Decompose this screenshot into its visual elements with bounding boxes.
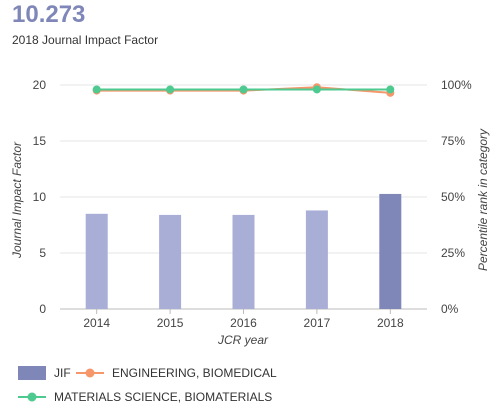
jif-bar[interactable] (159, 214, 182, 309)
y-tick-label: 20 (33, 78, 47, 92)
legend-item-jif[interactable]: JIF (18, 366, 71, 380)
jif-bars (85, 193, 402, 309)
legend-item-materials-science-biomaterials[interactable]: MATERIALS SCIENCE, BIOMATERIALS (18, 390, 272, 404)
jif-bar[interactable] (232, 214, 255, 309)
jif-bar[interactable] (305, 210, 328, 309)
y-axis-title: Journal Impact Factor (10, 141, 24, 259)
impact-factor-value: 10.273 (12, 1, 86, 28)
y2-tick-label: 100% (441, 78, 472, 92)
jif-bar[interactable] (379, 193, 402, 309)
x-tick-label: 2016 (230, 316, 257, 330)
jif-bar[interactable] (85, 213, 108, 309)
y2-tick-label: 25% (441, 246, 465, 260)
axis-ticks: 0 0% 5 25% 10 50% 15 75% 20 100% 2014 2015 2016 2017 2… (33, 78, 472, 330)
series-point[interactable] (166, 85, 175, 94)
y-tick-label: 5 (39, 246, 46, 260)
y2-axis-title: Percentile rank in category (476, 128, 490, 271)
legend-swatch-jif (18, 366, 46, 380)
x-tick-label: 2018 (377, 316, 404, 330)
legend-label-materials-science-biomaterials: MATERIALS SCIENCE, BIOMATERIALS (54, 390, 272, 404)
y-tick-label: 0 (39, 302, 46, 316)
x-tick-label: 2015 (157, 316, 184, 330)
legend: JIF ENGINEERING, BIOMEDICAL MATERIALS SC… (18, 366, 277, 404)
legend-label-jif: JIF (54, 366, 71, 380)
y-tick-label: 10 (33, 190, 47, 204)
percentile-lines (92, 83, 395, 97)
y-tick-label: 15 (33, 134, 47, 148)
x-axis-title: JCR year (217, 333, 269, 347)
legend-marker-engineering-biomedical (85, 368, 95, 378)
legend-label-engineering-biomedical: ENGINEERING, BIOMEDICAL (112, 366, 277, 380)
y2-tick-label: 50% (441, 190, 465, 204)
legend-item-engineering-biomedical[interactable]: ENGINEERING, BIOMEDICAL (76, 366, 277, 380)
series-point[interactable] (386, 85, 395, 94)
series-point[interactable] (312, 85, 321, 94)
x-tick-label: 2017 (304, 316, 331, 330)
series-point[interactable] (239, 85, 248, 94)
legend-marker-materials-science-biomaterials (27, 392, 37, 402)
impact-factor-caption: 2018 Journal Impact Factor (12, 33, 159, 47)
y2-tick-label: 0% (441, 302, 459, 316)
series-point[interactable] (92, 85, 101, 94)
y2-tick-label: 75% (441, 134, 465, 148)
x-tick-label: 2014 (83, 316, 110, 330)
